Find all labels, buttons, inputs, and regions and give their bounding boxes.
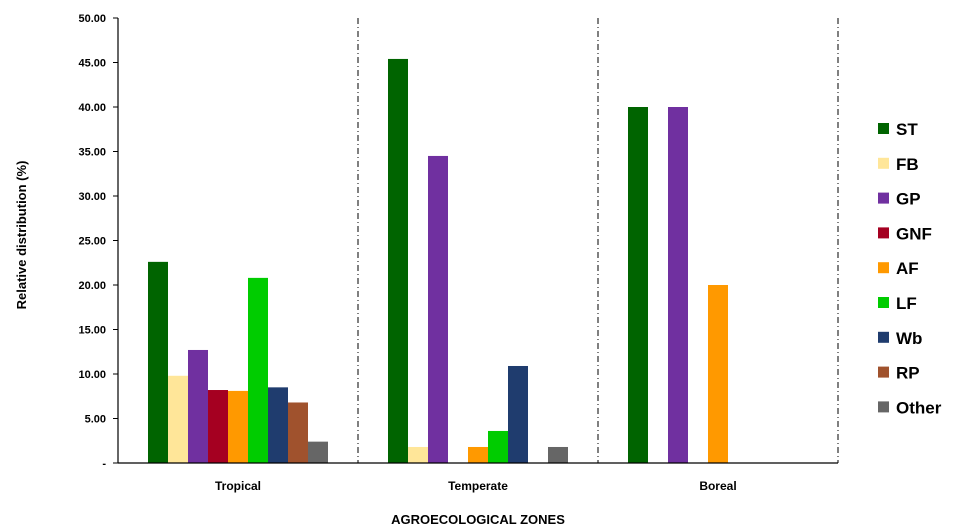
y-tick-label: 45.00 [78, 58, 106, 70]
legend-swatch [878, 262, 889, 274]
legend-swatch [878, 227, 889, 239]
legend-label: FB [896, 155, 919, 174]
bar-gp-tropical [188, 349, 208, 463]
category-label: Tropical [215, 479, 261, 493]
bar-fb-tropical [168, 375, 188, 463]
category-labels: Tropical Temperate Boreal [215, 479, 737, 493]
bar-af-boreal [708, 285, 728, 463]
legend-label: GNF [896, 224, 932, 243]
bar-other-temperate [548, 446, 568, 463]
legend-label: Wb [896, 329, 922, 348]
legend-swatch [878, 366, 889, 378]
legend-swatch [878, 331, 889, 343]
y-axis-ticks: - 5.00 10.00 15.00 20.00 25.00 30.00 35.00 40.00… [78, 13, 118, 470]
bar-st-tropical [148, 261, 168, 463]
y-tick-label: 30.00 [78, 191, 106, 203]
legend-swatch [878, 297, 889, 308]
bar-rp-tropical [288, 402, 308, 463]
bar-af-temperate [468, 446, 488, 463]
bar-gnf-tropical [208, 390, 228, 463]
axes [117, 18, 838, 464]
legend-swatch [878, 157, 889, 169]
bar-st-boreal [628, 107, 648, 463]
legend-label: RP [896, 364, 920, 383]
x-axis-title: AGROECOLOGICAL ZONES [391, 512, 565, 527]
legend-label: ST [896, 120, 918, 139]
category-label: Boreal [699, 479, 736, 493]
y-tick-label: 25.00 [78, 236, 106, 248]
legend-swatch [878, 401, 889, 413]
y-tick-label: 40.00 [78, 102, 106, 114]
bars [148, 58, 728, 463]
legend-label: Other [896, 398, 942, 417]
y-tick-label: 10.00 [78, 369, 106, 381]
legend-swatch [878, 123, 889, 134]
y-axis-title: Relative distribution (%) [14, 161, 29, 310]
bar-fb-temperate [408, 446, 428, 463]
zone-separators [357, 18, 839, 463]
legend-label: AF [896, 259, 919, 278]
y-tick-label: 20.00 [78, 280, 106, 292]
legend: ST FB GP GNF AF LF Wb RP Other [878, 120, 942, 417]
y-tick-label: 5.00 [85, 414, 106, 426]
bar-gp-boreal [668, 107, 688, 463]
legend-label: GP [896, 190, 921, 209]
bar-other-tropical [308, 441, 328, 463]
bar-wb-tropical [268, 387, 288, 463]
bar-lf-temperate [488, 430, 508, 463]
bar-st-temperate [388, 58, 408, 463]
bar-af-tropical [228, 390, 248, 463]
y-tick-label: 50.00 [78, 13, 106, 25]
bar-gp-temperate [428, 155, 448, 463]
category-label: Temperate [448, 479, 508, 493]
y-tick-label: - [102, 458, 106, 470]
legend-label: LF [896, 294, 917, 313]
y-tick-label: 15.00 [78, 325, 106, 337]
y-tick-label: 35.00 [78, 147, 106, 159]
bar-wb-temperate [508, 365, 528, 463]
bar-lf-tropical [248, 277, 268, 463]
legend-swatch [878, 192, 889, 204]
